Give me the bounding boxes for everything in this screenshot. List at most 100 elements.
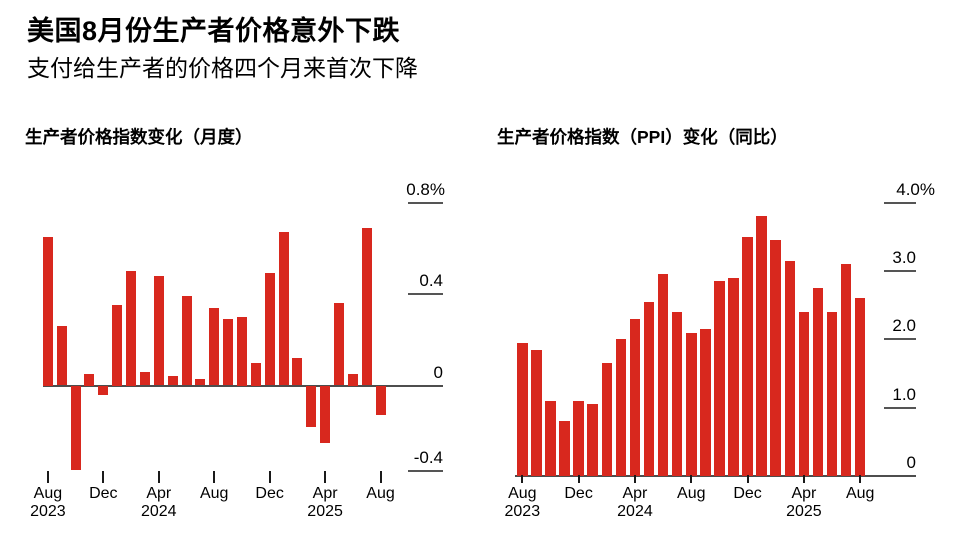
bar-may-2024	[643, 301, 655, 476]
bar-sep-2023	[531, 349, 542, 476]
bar-apr-2025	[320, 385, 331, 443]
bar-may-2025	[812, 288, 824, 476]
yoy-chart-title: 生产者价格指数（PPI）变化（同比）	[497, 127, 788, 147]
x-axis-zero-line	[43, 384, 443, 387]
x-tick-year-label: 2024	[140, 503, 177, 520]
bar-nov-2024	[728, 277, 739, 476]
y-tick-label: 0	[433, 362, 443, 382]
bar-oct-2024	[236, 316, 247, 386]
x-tick-month-label: Apr	[312, 485, 338, 502]
bar-apr-2024	[629, 318, 641, 476]
x-tick-line	[690, 475, 693, 483]
bar-oct-2024	[714, 281, 725, 476]
x-tick-line	[213, 471, 216, 483]
bar-jun-2024	[181, 296, 192, 386]
bar-mar-2024	[139, 371, 150, 386]
x-tick-line	[521, 475, 524, 483]
y-tick-line	[884, 406, 916, 409]
x-tick-line	[859, 475, 862, 483]
bar-nov-2023	[559, 421, 570, 476]
x-tick-year-label: 2025	[786, 503, 822, 520]
bar-feb-2025	[292, 358, 303, 386]
bar-nov-2024	[250, 362, 261, 386]
x-tick-line	[633, 475, 636, 483]
x-tick-month-label: Aug	[366, 485, 395, 502]
bar-may-2024	[167, 376, 178, 386]
x-tick-month-label: Dec	[733, 485, 762, 502]
y-tick-line	[884, 201, 916, 204]
bar-dec-2023	[98, 385, 109, 395]
y-tick-label: 0.8%	[406, 179, 445, 199]
page-title: 美国8月份生产者价格意外下跌	[27, 16, 401, 46]
x-tick-line	[102, 471, 105, 483]
x-tick-month-label: Aug	[199, 485, 229, 502]
bar-jan-2024	[587, 404, 598, 476]
bar-jan-2025	[756, 216, 767, 476]
x-tick-month-label: Aug	[845, 485, 875, 502]
bar-jul-2024	[671, 312, 683, 476]
bar-sep-2024	[223, 319, 234, 386]
bar-apr-2025	[798, 312, 810, 476]
bar-jun-2024	[657, 274, 669, 476]
bar-aug-2025	[375, 385, 386, 416]
bar-mar-2025	[784, 260, 796, 476]
y-tick-line	[408, 293, 443, 295]
bar-sep-2024	[700, 329, 711, 476]
bar-aug-2025	[854, 298, 866, 476]
y-tick-label: -0.4	[413, 447, 443, 467]
x-tick-year-label: 2025	[307, 503, 343, 520]
x-tick-month-label: Apr	[622, 485, 648, 502]
x-tick-month-label: Apr	[146, 485, 172, 502]
x-axis-zero-line	[515, 475, 916, 477]
x-tick-year-label: 2023	[30, 503, 66, 520]
y-tick-label: 0	[906, 453, 916, 472]
bar-dec-2024	[264, 273, 275, 386]
bar-nov-2023	[84, 374, 95, 386]
x-tick-month-label: Dec	[89, 485, 118, 502]
y-tick-label: 0.4	[419, 271, 443, 290]
bar-jan-2024	[112, 305, 123, 386]
page-subtitle: 支付给生产者的价格四个月来首次下降	[27, 55, 418, 81]
bar-oct-2023	[545, 400, 556, 476]
x-tick-line	[379, 471, 382, 483]
bar-dec-2023	[573, 400, 584, 476]
bar-jan-2025	[278, 232, 289, 386]
bar-jul-2025	[840, 264, 852, 476]
bar-feb-2025	[770, 240, 781, 476]
bar-jul-2024	[195, 378, 206, 386]
bar-mar-2025	[306, 385, 317, 427]
bar-feb-2024	[601, 363, 613, 476]
y-tick-line	[408, 469, 443, 472]
x-tick-line	[268, 471, 271, 483]
y-tick-label: 1.0	[892, 384, 916, 404]
bar-aug-2023	[42, 236, 53, 386]
bar-oct-2023	[70, 385, 81, 471]
x-tick-line	[46, 471, 49, 483]
y-tick-line	[884, 270, 916, 272]
y-tick-label: 3.0	[892, 248, 916, 267]
bar-mar-2024	[615, 339, 627, 476]
x-tick-month-label: Aug	[508, 485, 537, 502]
bar-jun-2025	[826, 312, 838, 476]
bar-aug-2024	[209, 307, 220, 386]
x-tick-line	[157, 471, 160, 483]
bar-sep-2023	[56, 326, 67, 386]
x-tick-month-label: Dec	[255, 485, 284, 502]
x-tick-month-label: Dec	[564, 485, 593, 502]
x-tick-line	[746, 475, 749, 483]
bar-jul-2025	[361, 227, 372, 386]
bar-feb-2024	[126, 271, 137, 386]
y-tick-line	[408, 201, 443, 204]
x-tick-line	[577, 475, 580, 483]
y-tick-line	[884, 338, 916, 341]
bar-dec-2024	[742, 236, 753, 476]
y-tick-label: 2.0	[892, 316, 916, 336]
x-tick-month-label: Aug	[677, 485, 706, 502]
x-tick-year-label: 2023	[504, 503, 541, 520]
bar-apr-2024	[153, 275, 164, 386]
bar-aug-2024	[686, 332, 697, 476]
bar-may-2025	[333, 303, 344, 386]
x-tick-year-label: 2024	[617, 503, 653, 520]
monthly-chart-title: 生产者价格指数变化（月度）	[25, 127, 253, 147]
